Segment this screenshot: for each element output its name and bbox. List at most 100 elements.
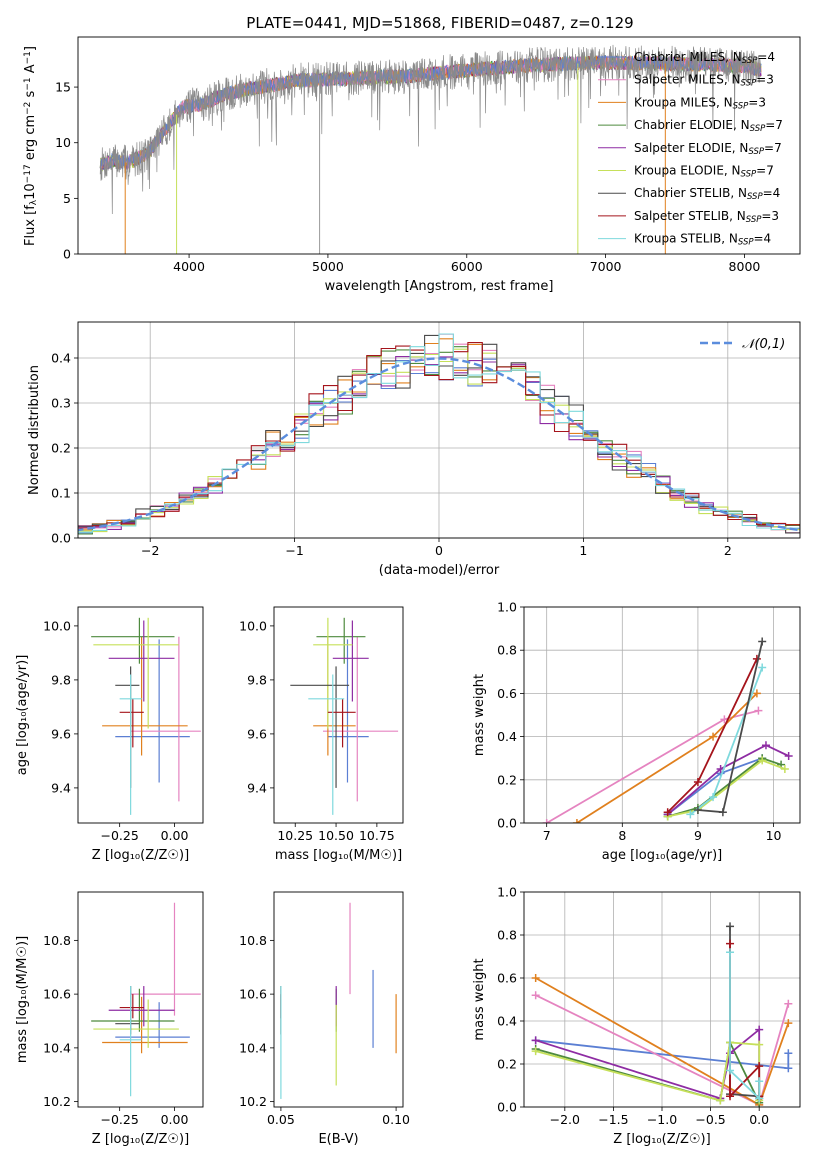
y-tick-label: 1.0 bbox=[497, 600, 517, 615]
spectrum-legend: Chabrier MILES, NSSP=4 Salpeter MILES, NS… bbox=[598, 50, 783, 248]
y-tick-label: 0.0 bbox=[497, 1100, 517, 1115]
y-tick-label: 0.2 bbox=[497, 772, 517, 787]
x-tick-label: −2 bbox=[141, 543, 159, 558]
x-tick-label: 4000 bbox=[173, 259, 205, 274]
legend-label: Salpeter STELIB, NSSP=3 bbox=[634, 209, 779, 225]
x-tick-label: 7000 bbox=[590, 259, 622, 274]
y-tick-label: 0.8 bbox=[497, 928, 517, 943]
mass_vs_Z-frame bbox=[77, 891, 204, 1108]
x-tick-label: 10.25 bbox=[277, 828, 313, 843]
y-tick-label: 10.6 bbox=[43, 987, 71, 1002]
weight-marker bbox=[542, 819, 551, 823]
y-tick-label: 10.4 bbox=[43, 1040, 71, 1055]
weight-marker bbox=[718, 808, 727, 817]
y-tick-label: 0.2 bbox=[51, 441, 71, 456]
weight-marker bbox=[726, 939, 735, 948]
y-tick-label: 15 bbox=[55, 80, 71, 95]
weight-series-line bbox=[667, 759, 786, 818]
weight-marker bbox=[531, 1036, 540, 1045]
weight_vs_Z-panel: −2.0 −1.5 −1.0 −0.5 0.0 0.0 0.2 0.4 0.6 0.8 1.0 Z [… bbox=[472, 885, 801, 1147]
weight-marker bbox=[758, 637, 767, 646]
y-tick-label: 10.6 bbox=[239, 987, 267, 1002]
y-tick-label: 0 bbox=[63, 247, 71, 262]
y-tick-label: 0.4 bbox=[497, 729, 517, 744]
weight-marker bbox=[686, 810, 695, 819]
weight-marker bbox=[784, 999, 793, 1008]
weight-marker bbox=[761, 741, 770, 750]
x-tick-label: −2.0 bbox=[550, 1112, 580, 1127]
legend-label: 𝒩(0,1) bbox=[742, 337, 785, 352]
y-tick-label: 5 bbox=[63, 191, 71, 206]
y-tick-label: 10.8 bbox=[239, 933, 267, 948]
age_vs_Z-ylabel: age [log₁₀(age/yr)] bbox=[15, 655, 30, 776]
y-tick-label: 9.6 bbox=[247, 726, 267, 741]
x-tick-label: 7 bbox=[543, 828, 551, 843]
y-tick-label: 10 bbox=[55, 135, 71, 150]
x-tick-label: 0 bbox=[435, 543, 443, 558]
weight-marker bbox=[531, 991, 540, 1000]
x-tick-label: 0.00 bbox=[161, 1112, 189, 1127]
y-tick-label: 10.2 bbox=[239, 1094, 267, 1109]
weight-marker bbox=[726, 1092, 735, 1101]
y-tick-label: 9.8 bbox=[51, 672, 71, 687]
mass_vs_Z-xlabel: Z [log₁₀(Z/Z☉)] bbox=[92, 1132, 189, 1147]
legend-label: Chabrier ELODIE, NSSP=7 bbox=[634, 118, 783, 134]
y-tick-label: 9.8 bbox=[247, 672, 267, 687]
x-tick-label: −0.5 bbox=[695, 1112, 725, 1127]
weight-marker bbox=[726, 1066, 735, 1075]
y-tick-label: 10.8 bbox=[43, 933, 71, 948]
weight-marker bbox=[784, 1064, 793, 1073]
weight-marker bbox=[784, 1049, 793, 1058]
figure-title: PLATE=0441, MJD=51868, FIBERID=0487, z=0… bbox=[246, 14, 633, 32]
y-tick-label: 9.6 bbox=[51, 726, 71, 741]
weight_vs_age-plot-area bbox=[542, 637, 793, 823]
weight_vs_Z-plot-area bbox=[531, 922, 793, 1107]
x-tick-label: 10 bbox=[766, 828, 782, 843]
weight-marker bbox=[663, 808, 672, 817]
y-tick-label: 10.0 bbox=[239, 618, 267, 633]
legend-label: Kroupa ELODIE, NSSP=7 bbox=[634, 164, 774, 180]
legend-label: Salpeter ELODIE, NSSP=7 bbox=[634, 141, 782, 157]
mass_vs_Z-ylabel: mass [log₁₀(M/M☉)] bbox=[15, 936, 30, 1063]
weight-marker bbox=[755, 1094, 764, 1103]
spectrum-data-line bbox=[99, 44, 762, 215]
y-tick-label: 0.1 bbox=[51, 486, 71, 501]
y-tick-label: 10.0 bbox=[43, 618, 71, 633]
weight-marker bbox=[709, 732, 718, 741]
weight-marker bbox=[755, 1077, 764, 1086]
mass_vs_Z-panel: −0.25 0.00 10.2 10.4 10.6 10.8 Z [log₁₀(Z/Z☉)]… bbox=[15, 891, 204, 1147]
spectrum-xlabel: wavelength [Angstrom, rest frame] bbox=[325, 279, 554, 294]
y-tick-label: 0.0 bbox=[51, 531, 71, 546]
residuals-xlabel: (data-model)/error bbox=[379, 563, 500, 578]
weight-marker bbox=[752, 689, 761, 698]
legend-label: Chabrier STELIB, NSSP=4 bbox=[634, 186, 780, 202]
age_vs_Z-plot-area bbox=[91, 617, 201, 815]
y-tick-label: 10.4 bbox=[239, 1040, 267, 1055]
weight-marker bbox=[572, 819, 581, 823]
y-tick-label: 10.2 bbox=[43, 1094, 71, 1109]
weight-marker bbox=[784, 752, 793, 761]
mass_vs_ebv-plot-area bbox=[280, 902, 397, 1099]
residuals-panel: −2 −1 0 1 2 0.0 0.1 0.2 0.3 0.4 (data-model)/error… bbox=[27, 321, 801, 578]
x-tick-label: 0.00 bbox=[161, 828, 189, 843]
weight-marker bbox=[780, 765, 789, 773]
mass_vs_Z-plot-area bbox=[91, 902, 201, 1097]
y-tick-label: 0.3 bbox=[51, 396, 71, 411]
y-tick-label: 0.0 bbox=[497, 816, 517, 831]
weight-marker bbox=[755, 1025, 764, 1034]
weight_vs_Z-ylabel: mass weight bbox=[472, 958, 487, 1040]
y-tick-label: 0.4 bbox=[51, 351, 71, 366]
legend-label: Chabrier MILES, NSSP=4 bbox=[634, 50, 775, 66]
age_vs_mass-panel: 10.25 10.50 10.75 9.4 9.6 9.8 10.0 mass [log₁₀(… bbox=[239, 606, 404, 863]
y-tick-label: 1.0 bbox=[497, 885, 517, 900]
normal-curve bbox=[78, 357, 800, 532]
residuals-ylabel: Normed distribution bbox=[27, 365, 42, 495]
weight-marker bbox=[531, 1047, 540, 1056]
x-tick-label: 8 bbox=[618, 828, 626, 843]
x-tick-label: 8000 bbox=[729, 259, 761, 274]
spectrum-ylabel: Flux [fλ10−17 erg cm−2 s−1 A−1] bbox=[23, 46, 39, 246]
age_vs_mass-plot-area bbox=[290, 617, 399, 815]
x-tick-label: 10.50 bbox=[318, 828, 354, 843]
x-tick-label: 0.0 bbox=[749, 1112, 769, 1127]
x-tick-label: 2 bbox=[724, 543, 732, 558]
